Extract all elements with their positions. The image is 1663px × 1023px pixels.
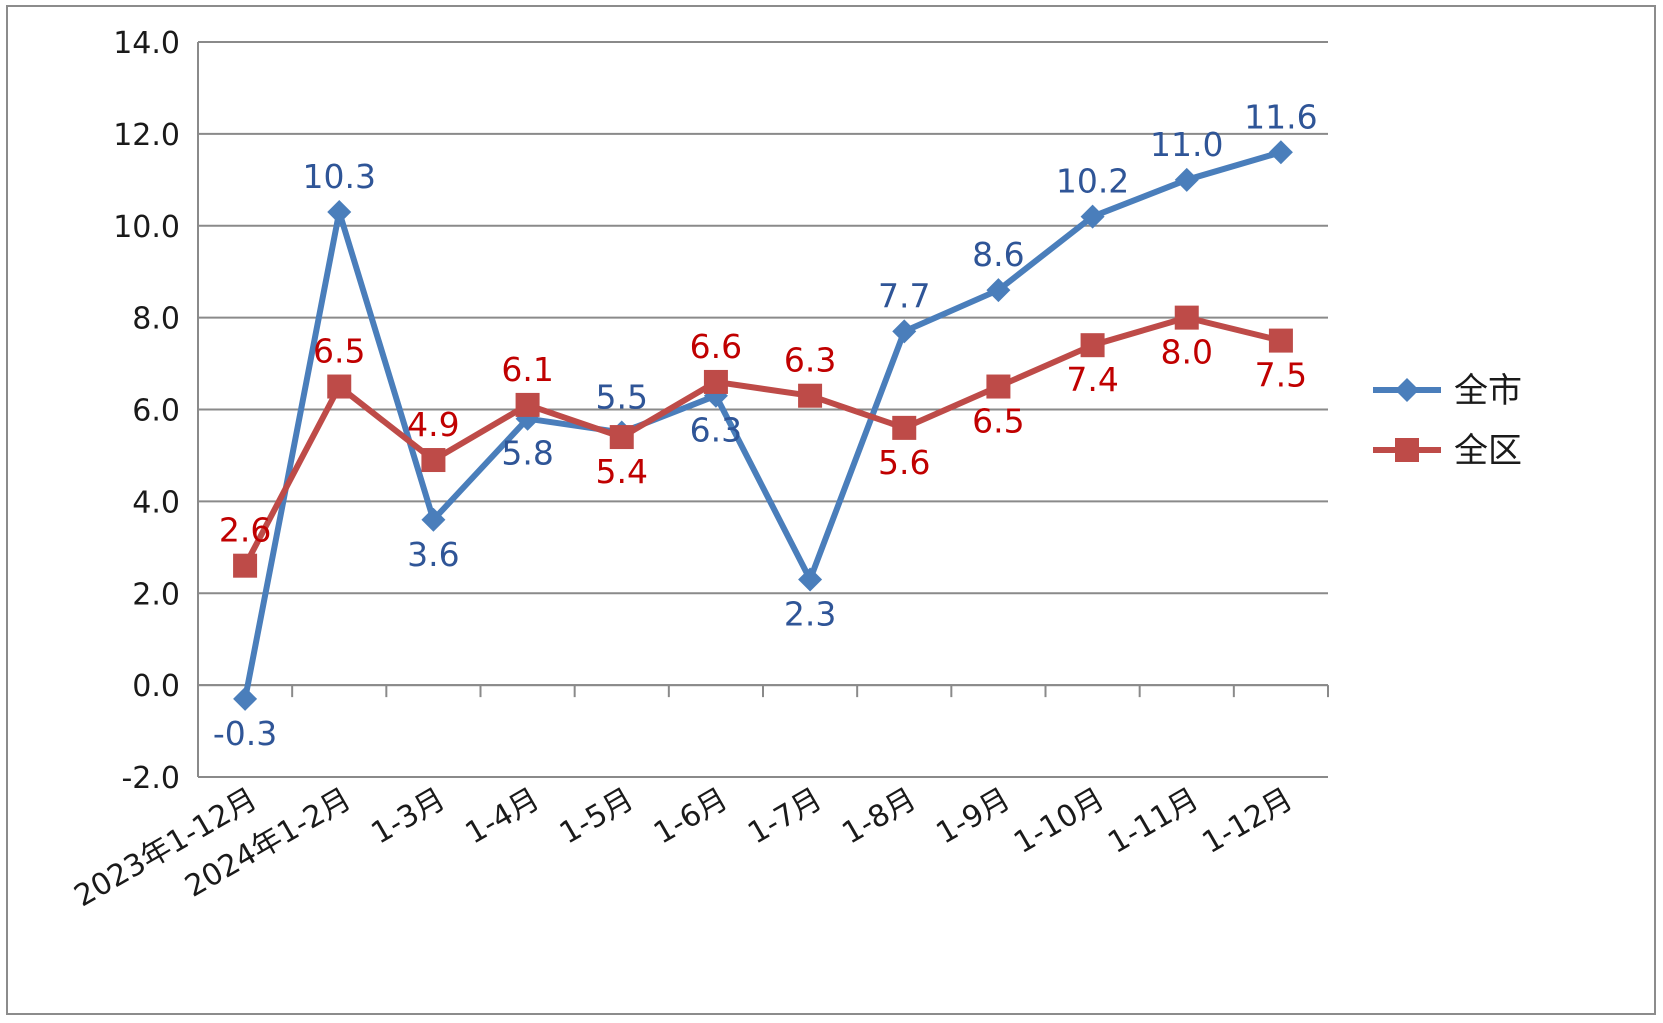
series-line-1 [242, 149, 1282, 700]
chart-frame: 14.0 12.0 10.0 8.0 6.0 4.0 2.0 0.0 -2.0 2023年1-12… [6, 5, 1656, 1015]
series-2-point [609, 425, 634, 450]
x-tick-label: 1-4月 [460, 782, 546, 852]
data-label: 6.3 [690, 411, 742, 450]
data-label: 11.6 [1244, 97, 1317, 136]
y-tick-label: 0.0 [132, 669, 180, 704]
series-2-point [327, 374, 352, 399]
y-tick-label: 12.0 [113, 118, 180, 153]
data-label: 3.6 [407, 535, 459, 574]
legend-label-2: 全区 [1454, 431, 1522, 471]
data-label: 7.4 [1066, 360, 1118, 399]
series-2-point [703, 369, 728, 394]
data-label: 8.6 [972, 235, 1024, 274]
data-label: 7.5 [1255, 356, 1307, 395]
y-tick-label: 10.0 [113, 210, 180, 245]
series-2-point [1268, 328, 1293, 353]
legend-marker-square [1395, 438, 1419, 462]
series-line-2 [242, 314, 1282, 568]
series-2-point [892, 415, 917, 440]
data-label: 10.3 [303, 157, 376, 196]
series-2-point [515, 392, 540, 417]
data-label: 6.3 [784, 341, 836, 380]
series-1-point [1268, 140, 1293, 165]
series-1-point [892, 319, 917, 344]
x-tick-label: 1-10月 [1008, 782, 1110, 861]
line-chart: 14.012.010.08.06.04.02.00.0-2.02023年1-12… [69, 26, 1522, 914]
series-2-point [421, 448, 446, 473]
data-label: -0.3 [213, 714, 277, 753]
x-tick-label: 1-7月 [742, 782, 828, 852]
y-tick-label: -2.0 [121, 761, 180, 796]
data-label: 7.7 [878, 276, 930, 315]
x-tick-label: 1-11月 [1102, 782, 1204, 861]
gridlines [198, 41, 1328, 778]
data-label: 6.5 [972, 402, 1024, 441]
data-label: 2.3 [784, 594, 836, 633]
series-2-point [986, 374, 1011, 399]
series-1-point [327, 199, 352, 224]
x-tick-label: 1-12月 [1196, 782, 1298, 861]
series-1-point [798, 567, 823, 592]
series-2-point [233, 553, 258, 578]
y-tick-label: 14.0 [113, 26, 180, 61]
x-tick-label: 1-9月 [931, 782, 1017, 852]
data-label: 5.8 [501, 434, 553, 473]
data-label: 5.6 [878, 443, 930, 482]
data-label: 6.5 [313, 332, 365, 371]
x-tick-label: 1-5月 [554, 782, 640, 852]
data-label: 5.5 [596, 377, 648, 416]
series-2-point [798, 383, 823, 408]
data-label: 2.6 [219, 511, 271, 550]
data-label: 6.1 [501, 350, 553, 389]
y-tick-label: 8.0 [132, 302, 180, 337]
data-label: 6.6 [690, 327, 742, 366]
y-tick-label: 6.0 [132, 394, 180, 429]
x-tick-label: 1-3月 [366, 782, 452, 852]
series-1-point [233, 686, 258, 711]
data-labels: -0.3 10.3 3.6 5.8 5.5 6.3 2.3 7.7 8.6 10.2 11.0 11.… [213, 97, 1318, 753]
series-2-point [1174, 305, 1199, 330]
series-1-point [421, 507, 446, 532]
legend-label-1: 全市 [1454, 371, 1522, 411]
series-lines [233, 140, 1293, 711]
data-label: 5.4 [596, 452, 648, 491]
series-1-point [1080, 204, 1105, 229]
y-tick-label: 2.0 [132, 577, 180, 612]
series-1-point [986, 278, 1011, 303]
data-label: 4.9 [407, 405, 459, 444]
x-tick-label: 1-6月 [648, 782, 734, 852]
x-tick-label: 1-8月 [836, 782, 922, 852]
legend-marker-diamond [1395, 378, 1419, 402]
series-1-point [1174, 167, 1199, 192]
series-2-point [1080, 333, 1105, 358]
data-label: 8.0 [1161, 333, 1213, 372]
axes: 14.012.010.08.06.04.02.00.0-2.02023年1-12… [69, 26, 1329, 914]
data-label: 10.2 [1056, 162, 1129, 201]
y-tick-label: 4.0 [132, 485, 180, 520]
data-label: 11.0 [1150, 125, 1223, 164]
